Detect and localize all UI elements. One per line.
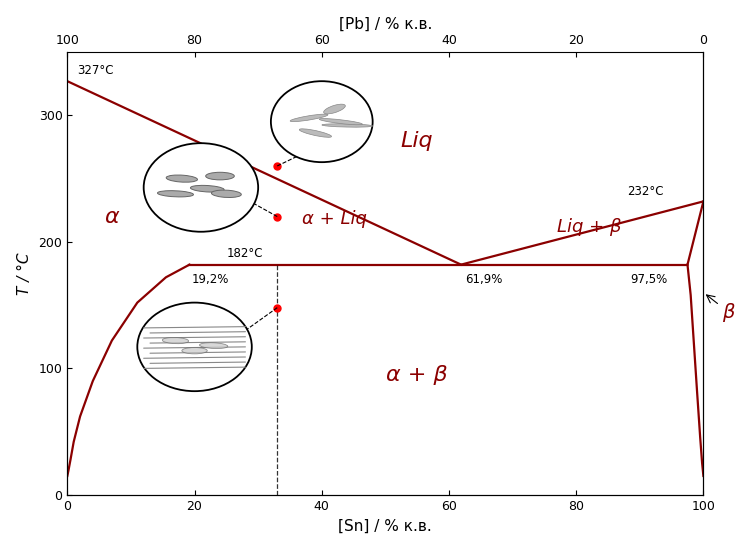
Y-axis label: T / °С: T / °С bbox=[16, 252, 32, 295]
Ellipse shape bbox=[299, 129, 332, 138]
Text: 97,5%: 97,5% bbox=[630, 273, 668, 287]
Ellipse shape bbox=[190, 185, 224, 192]
Ellipse shape bbox=[322, 124, 373, 127]
Text: α: α bbox=[104, 207, 119, 227]
Ellipse shape bbox=[144, 143, 258, 232]
Ellipse shape bbox=[137, 302, 252, 391]
Ellipse shape bbox=[200, 343, 228, 349]
Text: 19,2%: 19,2% bbox=[191, 273, 229, 287]
Ellipse shape bbox=[290, 114, 328, 122]
X-axis label: [Sn] / % к.в.: [Sn] / % к.в. bbox=[338, 518, 432, 534]
Text: 182°C: 182°C bbox=[226, 246, 262, 260]
Ellipse shape bbox=[162, 338, 188, 344]
Ellipse shape bbox=[211, 190, 242, 197]
Text: β: β bbox=[706, 295, 735, 322]
X-axis label: [Pb] / % к.в.: [Pb] / % к.в. bbox=[339, 16, 432, 32]
Text: α + Liq: α + Liq bbox=[302, 210, 367, 228]
Text: Liq: Liq bbox=[400, 131, 433, 151]
Text: 61,9%: 61,9% bbox=[465, 273, 503, 287]
Ellipse shape bbox=[182, 348, 207, 354]
Text: Liq + β: Liq + β bbox=[556, 218, 621, 236]
Ellipse shape bbox=[158, 191, 194, 197]
Ellipse shape bbox=[320, 119, 362, 125]
Text: 327°C: 327°C bbox=[77, 64, 113, 78]
Text: α + β: α + β bbox=[386, 365, 448, 384]
Text: 232°C: 232°C bbox=[627, 185, 664, 197]
Ellipse shape bbox=[271, 81, 373, 162]
Ellipse shape bbox=[324, 104, 345, 114]
Ellipse shape bbox=[166, 175, 197, 182]
Ellipse shape bbox=[206, 172, 234, 180]
